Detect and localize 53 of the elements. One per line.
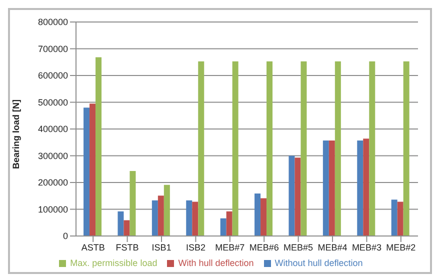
x-tick-label: MEB#7 <box>215 242 245 252</box>
x-tick-label: ASTB <box>81 242 105 252</box>
bar <box>294 158 301 236</box>
y-tick-label: 700000 <box>38 44 68 54</box>
y-axis-title: Bearing load [N] <box>11 99 22 169</box>
x-tick-label: FSTB <box>116 242 139 252</box>
x-tick-label: MEB#5 <box>284 242 314 252</box>
y-tick-label: 300000 <box>38 150 68 161</box>
bar <box>130 171 136 236</box>
bar <box>152 200 158 236</box>
bar <box>363 138 370 236</box>
legend-label: With hull deflection <box>178 258 254 268</box>
bar <box>232 61 238 236</box>
bar <box>96 57 102 236</box>
bar <box>226 211 232 236</box>
bar <box>198 61 204 236</box>
bar <box>90 104 96 236</box>
bar <box>124 220 130 236</box>
y-tick-label: 0 <box>62 231 68 242</box>
bar <box>260 198 267 236</box>
bar <box>328 140 335 236</box>
bar <box>118 211 124 236</box>
bar <box>84 108 90 236</box>
legend-label: Without hull deflection <box>274 258 363 268</box>
bar <box>334 61 341 236</box>
bar <box>220 218 226 236</box>
bar <box>288 156 295 236</box>
bar <box>322 140 329 236</box>
bar <box>391 200 398 236</box>
x-tick-label: MEB#2 <box>386 242 416 252</box>
bar <box>369 61 376 236</box>
legend-label: Max. permissible load <box>70 258 158 268</box>
y-tick-label: 200000 <box>38 178 68 188</box>
y-tick-label: 500000 <box>38 97 68 108</box>
bar <box>300 61 307 236</box>
bar <box>254 193 261 236</box>
bar <box>357 140 364 236</box>
y-tick-label: 600000 <box>38 70 68 81</box>
bar <box>403 61 410 236</box>
bar <box>192 202 198 236</box>
bar <box>186 200 192 236</box>
y-tick-label: 400000 <box>38 124 68 134</box>
x-tick-label: MEB#4 <box>318 242 348 252</box>
bar <box>266 61 273 236</box>
x-tick-label: MEB#3 <box>352 242 382 252</box>
x-tick-label: MEB#6 <box>249 242 279 252</box>
bar <box>164 184 170 236</box>
y-tick-label: 800000 <box>38 17 68 28</box>
bar <box>158 196 164 236</box>
x-tick-label: ISB1 <box>152 242 172 252</box>
bar <box>397 202 404 236</box>
x-tick-label: ISB2 <box>186 242 206 252</box>
y-tick-label: 100000 <box>38 204 68 214</box>
